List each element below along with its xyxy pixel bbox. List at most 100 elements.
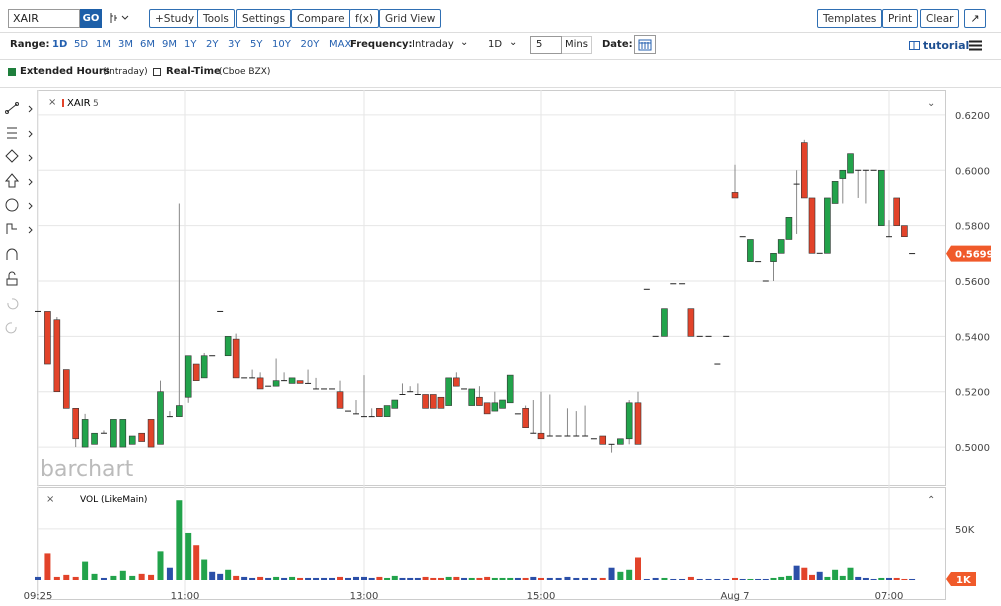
- toolbar-button[interactable]: Compare: [291, 9, 351, 28]
- checkbox[interactable]: [153, 68, 161, 76]
- y-tick-label: 0.5400: [955, 332, 990, 343]
- candle-body: [296, 380, 304, 384]
- candle-body: [506, 374, 514, 404]
- range-option[interactable]: 3M: [118, 39, 133, 50]
- volume-bar: [824, 576, 831, 580]
- volume-bar: [329, 577, 336, 580]
- candle-body: [128, 435, 136, 445]
- checkbox[interactable]: [8, 68, 16, 76]
- period-select[interactable]: 1D: [488, 39, 503, 50]
- tutorial-link[interactable]: tutorial: [923, 39, 970, 52]
- volume-bar: [785, 575, 792, 580]
- volume-bar: [816, 571, 823, 580]
- candle-body: [499, 399, 506, 409]
- volume-bar: [770, 577, 777, 580]
- toolbar-button[interactable]: Templates: [817, 9, 883, 28]
- candle-body: [147, 419, 155, 448]
- range-option[interactable]: 1Y: [184, 39, 197, 50]
- candle-body: [224, 336, 232, 357]
- chart-type-icon[interactable]: [108, 10, 136, 26]
- toolbar-button[interactable]: Grid View: [379, 9, 442, 28]
- range-option[interactable]: 1M: [96, 39, 111, 50]
- candle-body: [800, 142, 808, 199]
- volume-bar: [778, 576, 785, 580]
- volume-bar: [507, 577, 514, 580]
- toolbar-button[interactable]: f(x): [349, 9, 380, 28]
- candle-body: [288, 377, 296, 384]
- date-label: Date:: [602, 39, 633, 50]
- candle-body: [192, 363, 200, 381]
- candle-body: [785, 217, 793, 240]
- watermark: barchart: [40, 457, 134, 482]
- volume-bar: [809, 574, 815, 580]
- candle-body: [839, 169, 847, 179]
- menu-icon[interactable]: [969, 40, 982, 51]
- legend-swatch: [62, 99, 64, 107]
- range-option[interactable]: 1D: [52, 39, 68, 50]
- toolbar-button[interactable]: +Study: [149, 9, 201, 28]
- expand-button[interactable]: ↗: [964, 9, 986, 28]
- volume-bar: [399, 577, 406, 580]
- toolbar-button[interactable]: Print: [882, 9, 919, 28]
- candle-body: [184, 355, 192, 398]
- volume-bar: [643, 578, 650, 580]
- range-option[interactable]: 9M: [162, 39, 177, 50]
- candle-body: [847, 153, 854, 174]
- volume-bar: [297, 577, 304, 580]
- collapse[interactable]: ⌃: [927, 495, 935, 506]
- toolbar-button[interactable]: Settings: [236, 9, 292, 28]
- range-option[interactable]: 6M: [140, 39, 155, 50]
- volume-bar: [839, 575, 846, 580]
- volume-bar: [201, 559, 208, 580]
- toolbar-button[interactable]: Tools: [197, 9, 235, 28]
- range-option[interactable]: 2Y: [206, 39, 219, 50]
- candle-body: [453, 377, 460, 387]
- chart: barchart × XAIR 5 ⌄ × VOL (LikeMain) ⌃ 0…: [24, 90, 994, 602]
- candle-body: [599, 435, 607, 445]
- frequency-select[interactable]: Intraday: [412, 39, 454, 50]
- close[interactable]: ×: [46, 494, 54, 505]
- candle-body: [483, 402, 491, 415]
- candle-body: [687, 308, 695, 337]
- calendar-button[interactable]: [634, 35, 656, 54]
- divider: [0, 87, 1001, 88]
- legend-interval: 5: [93, 99, 99, 109]
- candle-body: [44, 311, 51, 365]
- range-option[interactable]: 5D: [74, 39, 89, 50]
- volume-bar: [599, 577, 606, 580]
- drawing-tools[interactable]: [4, 98, 36, 338]
- volume-bar: [257, 576, 264, 580]
- interval-unit: Mins: [562, 36, 592, 54]
- candle-body: [537, 432, 545, 440]
- go-button[interactable]: GO: [80, 9, 102, 28]
- volume-bar: [530, 576, 537, 580]
- y-tick-label: 0.6000: [955, 166, 990, 177]
- candle-body: [491, 402, 499, 412]
- range-option[interactable]: MAX: [329, 39, 352, 50]
- volume-bar: [901, 578, 908, 580]
- toolbar-button[interactable]: Clear: [920, 9, 960, 28]
- range-option[interactable]: 5Y: [250, 39, 263, 50]
- symbol-input[interactable]: XAIR: [8, 9, 80, 28]
- volume-bar: [652, 577, 659, 580]
- volume-bar: [337, 576, 344, 580]
- interval-input[interactable]: 5: [530, 36, 562, 54]
- volume-bar: [635, 557, 641, 580]
- range-option[interactable]: 3Y: [228, 39, 241, 50]
- candle-body: [747, 239, 754, 262]
- range-option[interactable]: 10Y: [272, 39, 291, 50]
- extended-note: (Intraday): [103, 67, 148, 77]
- candle-body: [468, 388, 476, 406]
- candle-body: [91, 432, 98, 445]
- volume-bar: [391, 575, 398, 580]
- y-tick-label: 50K: [955, 525, 975, 536]
- volume-bar: [44, 553, 51, 580]
- legend-eye[interactable]: ×: [48, 97, 56, 108]
- collapse[interactable]: ⌄: [927, 98, 935, 109]
- volume-bar: [422, 576, 429, 580]
- volume-bar: [82, 561, 89, 580]
- volume-bar: [430, 577, 437, 580]
- candle-body: [893, 197, 901, 226]
- tutorial-icon: [909, 41, 920, 50]
- range-option[interactable]: 20Y: [300, 39, 320, 50]
